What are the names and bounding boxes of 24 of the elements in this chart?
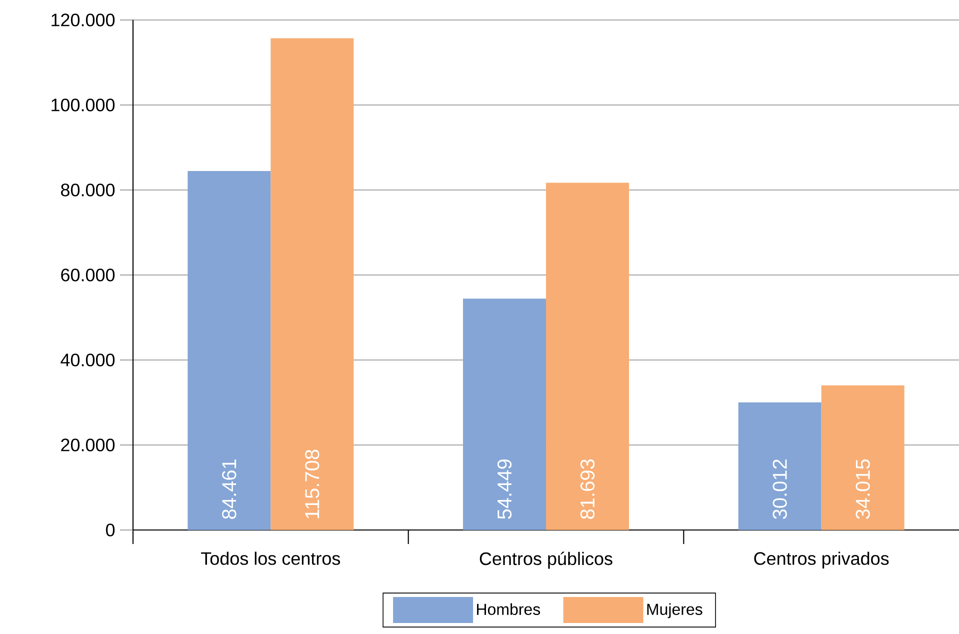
data-label: 81.693 [580,459,595,519]
bar [270,38,354,530]
y-tick-label: 80.000 [61,184,115,196]
data-label: 34.015 [856,459,870,519]
y-tick-label: 20.000 [61,438,115,452]
bar [188,171,271,530]
y-tick-label: 100.000 [52,98,115,112]
y-tick-label: 40.000 [60,354,115,366]
bar [546,182,630,530]
data-label: 30.012 [772,460,787,519]
legend-label: Hombres [477,603,540,615]
data-label: 115.708 [305,450,320,518]
data-label: 54.449 [497,460,512,519]
x-tick-label: Todos los centros [201,552,340,565]
x-tick-label: Centros privados [754,552,889,568]
bar [738,402,822,530]
bar [821,385,904,530]
bar [463,298,546,530]
y-tick-label: 0 [106,524,115,536]
data-label: 84.461 [222,460,236,519]
y-tick-label: 60.000 [61,268,115,282]
y-tick-label: 120.000 [52,14,115,26]
legend-label: Mujeres [647,603,702,618]
x-tick-label: Centros públicos [480,552,612,569]
